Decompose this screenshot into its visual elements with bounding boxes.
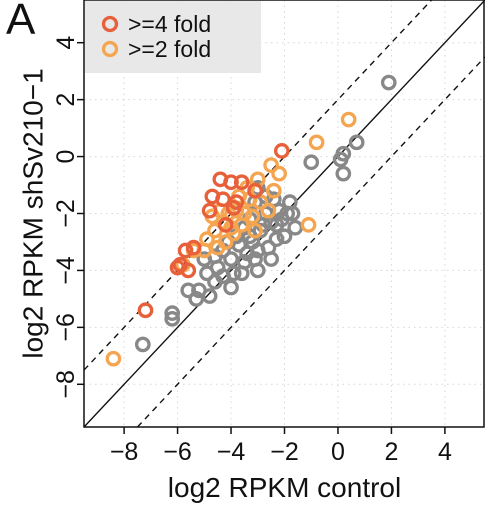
data-point [260,202,277,219]
x-tick-label: −6 [163,438,192,466]
data-point [228,202,245,219]
data-point [308,134,325,151]
data-point [207,273,223,290]
y-tick-label: 0 [52,150,80,164]
data-point [137,302,154,319]
x-tick-label: −4 [217,438,246,466]
data-point [201,202,218,219]
data-point [134,336,151,353]
data-point [244,208,261,225]
data-point [217,217,234,233]
data-point [177,242,194,259]
data-point [180,282,197,299]
panel-label: A [6,0,36,44]
data-point [188,291,205,307]
legend: >=4 fold>=2 fold [85,1,261,73]
legend-marker [101,40,119,58]
data-point [332,151,349,168]
x-axis-label: log2 RPKM control [168,472,401,503]
y-axis-label: log2 RPKM shSv210−1 [18,68,49,358]
data-point [271,165,288,182]
data-point [249,180,266,196]
legend-label: >=2 fold [128,36,211,62]
x-tick-label: 4 [438,438,452,466]
data-point [300,217,317,233]
y-tick-label: −6 [52,313,80,342]
data-point [340,111,357,128]
data-point [105,350,122,367]
data-point [223,174,239,191]
axis-ticks: −8 −6 −4 −2 0 2 4 −8 −6 −4 −2 0 2 4 [52,36,452,466]
data-point [247,182,263,199]
data-point [276,228,293,245]
data-point [180,262,197,279]
data-point [164,310,181,327]
data-point [164,305,181,321]
data-point [233,265,250,282]
data-point [196,251,213,267]
data-points [105,74,397,367]
data-point [348,134,365,151]
data-point [279,205,296,222]
data-point [247,251,263,267]
x-tick-label: 2 [384,438,398,466]
data-point [247,222,263,239]
data-point [225,265,242,282]
data-point [223,251,239,267]
data-point [263,157,279,173]
data-point [204,188,221,205]
data-point [199,265,215,282]
data-point [268,231,285,247]
data-point [228,194,245,210]
y-tick-label: −4 [52,256,80,285]
legend-box [85,1,261,73]
data-point [380,74,397,91]
fold-threshold-line [136,56,485,428]
data-point [191,282,207,299]
data-point [233,174,250,191]
y-tick-label: −2 [52,199,80,228]
y-tick-label: 4 [52,36,80,50]
data-point [303,154,320,171]
x-tick-label: −8 [110,438,139,466]
data-point [335,165,352,182]
data-point [263,251,279,267]
x-tick-label: −2 [270,438,299,466]
y-tick-label: 2 [52,93,80,107]
data-point [273,143,290,159]
x-tick-label: 0 [331,438,345,466]
data-point [268,217,285,233]
y-tick-label: −8 [52,370,80,399]
data-point [185,239,202,256]
data-point [223,279,239,296]
data-point [209,239,226,256]
legend-marker [101,15,119,33]
data-point [265,182,282,199]
legend-label: >=4 fold [128,11,211,37]
